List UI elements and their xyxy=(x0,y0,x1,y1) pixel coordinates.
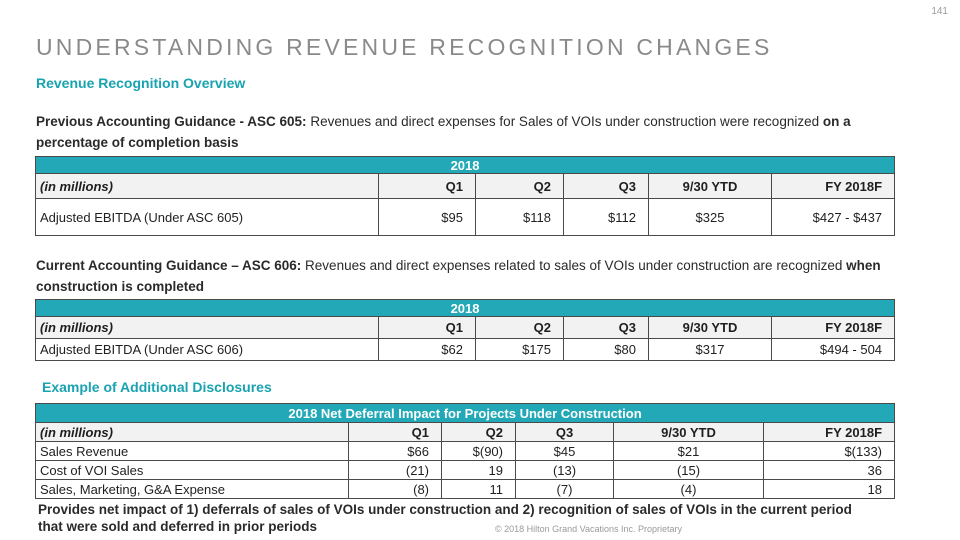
sga-expense-fy: 18 xyxy=(762,479,896,499)
asc606-text: Revenues and direct expenses related to … xyxy=(301,258,847,273)
asc605-ytd: $325 xyxy=(648,198,772,236)
asc606-fy: $494 - 504 xyxy=(770,338,896,361)
net-deferral-table: 2018 Net Deferral Impact for Projects Un… xyxy=(34,403,896,499)
table-row: Sales, Marketing, G&A Expense (8) 11 (7)… xyxy=(35,479,896,499)
asc605-q1: $95 xyxy=(378,198,476,236)
asc606-header-fy: FY 2018F xyxy=(770,316,896,339)
net-deferral-header-q1: Q1 xyxy=(348,422,442,442)
sga-expense-ytd: (4) xyxy=(613,479,764,499)
cost-voi-sales-label: Cost of VOI Sales xyxy=(35,460,349,480)
sga-expense-label: Sales, Marketing, G&A Expense xyxy=(35,479,349,499)
page-number: 141 xyxy=(931,6,948,17)
asc605-band: 2018 xyxy=(34,156,896,174)
asc605-q2: $118 xyxy=(475,198,564,236)
asc605-header-q1: Q1 xyxy=(378,173,476,199)
asc606-header-ytd: 9/30 YTD xyxy=(648,316,772,339)
table-row: Adjusted EBITDA (Under ASC 605) $95 $118… xyxy=(35,198,896,236)
asc606-header-label: (in millions) xyxy=(35,316,379,339)
sales-revenue-q2: $(90) xyxy=(441,441,516,461)
asc605-emphasis: on a percentage of completion basis xyxy=(36,114,851,150)
asc606-q3: $80 xyxy=(563,338,649,361)
sales-revenue-fy: $(133) xyxy=(762,441,896,461)
asc605-description: Previous Accounting Guidance - ASC 605: … xyxy=(36,111,916,153)
cost-voi-sales-fy: 36 xyxy=(762,460,896,480)
asc605-row-label: Adjusted EBITDA (Under ASC 605) xyxy=(35,198,379,236)
sales-revenue-q1: $66 xyxy=(348,441,442,461)
cost-voi-sales-ytd: (15) xyxy=(613,460,764,480)
asc606-header-q1: Q1 xyxy=(378,316,476,339)
page-title: UNDERSTANDING REVENUE RECOGNITION CHANGE… xyxy=(36,34,773,60)
asc605-q3: $112 xyxy=(563,198,649,236)
asc605-table: 2018 (in millions) Q1 Q2 Q3 9/30 YTD FY … xyxy=(34,156,896,236)
net-deferral-header-q2: Q2 xyxy=(441,422,516,442)
asc606-table: 2018 (in millions) Q1 Q2 Q3 9/30 YTD FY … xyxy=(34,299,896,361)
asc606-header-q2: Q2 xyxy=(475,316,564,339)
table-row: Sales Revenue $66 $(90) $45 $21 $(133) xyxy=(35,441,896,461)
table-row: Adjusted EBITDA (Under ASC 606) $62 $175… xyxy=(35,338,896,361)
asc605-header-ytd: 9/30 YTD xyxy=(648,173,772,199)
asc606-row-label: Adjusted EBITDA (Under ASC 606) xyxy=(35,338,379,361)
sales-revenue-label: Sales Revenue xyxy=(35,441,349,461)
table-row: Cost of VOI Sales (21) 19 (13) (15) 36 xyxy=(35,460,896,480)
net-deferral-header-label: (in millions) xyxy=(35,422,349,442)
sga-expense-q2: 11 xyxy=(441,479,516,499)
net-deferral-header-ytd: 9/30 YTD xyxy=(613,422,764,442)
asc606-band: 2018 xyxy=(34,299,896,317)
sales-revenue-q3: $45 xyxy=(515,441,614,461)
asc605-header-q3: Q3 xyxy=(563,173,649,199)
asc605-header-fy: FY 2018F xyxy=(770,173,896,199)
cost-voi-sales-q2: 19 xyxy=(441,460,516,480)
example-disclosures-title: Example of Additional Disclosures xyxy=(42,379,272,395)
net-deferral-band: 2018 Net Deferral Impact for Projects Un… xyxy=(34,403,896,423)
asc606-emphasis: when construction is completed xyxy=(36,258,881,294)
asc605-lead: Previous Accounting Guidance - ASC 605: xyxy=(36,114,307,129)
asc606-q1: $62 xyxy=(378,338,476,361)
asc605-fy: $427 - $437 xyxy=(770,198,896,236)
asc605-header-q2: Q2 xyxy=(475,173,564,199)
section-subtitle: Revenue Recognition Overview xyxy=(36,75,246,91)
footnote: Provides net impact of 1) deferrals of s… xyxy=(38,502,852,534)
sga-expense-q1: (8) xyxy=(348,479,442,499)
asc606-description: Current Accounting Guidance – ASC 606: R… xyxy=(36,255,916,297)
asc606-lead: Current Accounting Guidance – ASC 606: xyxy=(36,258,302,273)
cost-voi-sales-q3: (13) xyxy=(515,460,614,480)
sales-revenue-ytd: $21 xyxy=(613,441,764,461)
net-deferral-header-q3: Q3 xyxy=(515,422,614,442)
copyright-notice: © 2018 Hilton Grand Vacations Inc. Propr… xyxy=(495,524,683,534)
asc606-header-q3: Q3 xyxy=(563,316,649,339)
net-deferral-header-fy: FY 2018F xyxy=(762,422,896,442)
asc606-ytd: $317 xyxy=(648,338,772,361)
asc605-header-label: (in millions) xyxy=(35,173,379,199)
asc605-text: Revenues and direct expenses for Sales o… xyxy=(306,114,823,129)
sga-expense-q3: (7) xyxy=(515,479,614,499)
asc606-q2: $175 xyxy=(475,338,564,361)
cost-voi-sales-q1: (21) xyxy=(348,460,442,480)
